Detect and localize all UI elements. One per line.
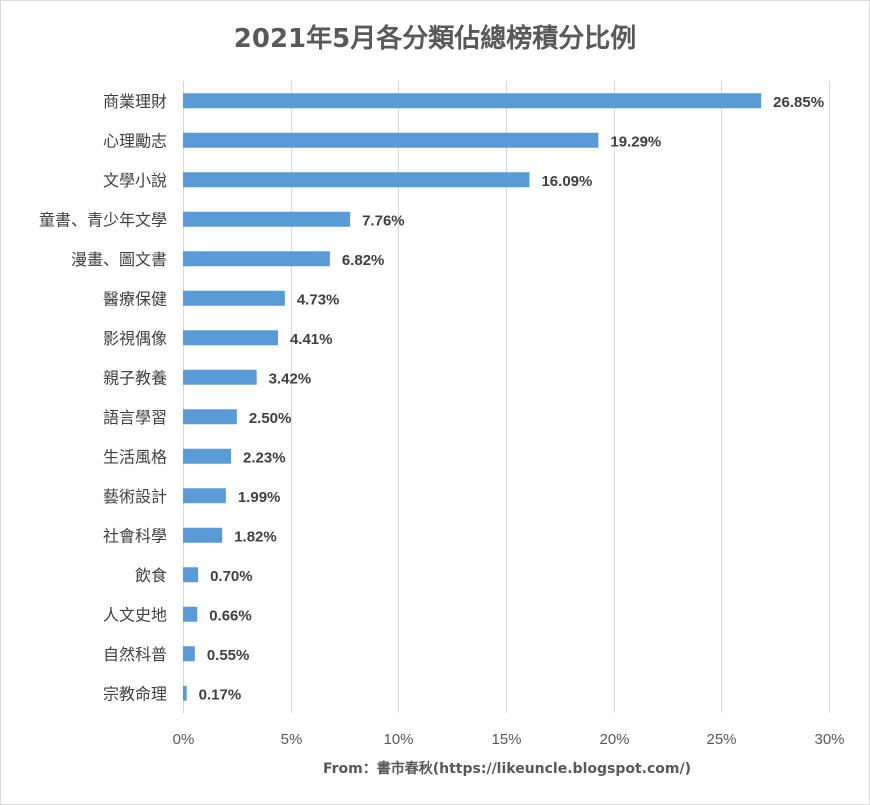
data-label: 0.17% — [199, 686, 242, 703]
category-label: 自然科普 — [103, 645, 167, 664]
category-label: 語言學習 — [103, 408, 167, 427]
category-label: 人文史地 — [103, 605, 167, 624]
data-label: 4.41% — [290, 331, 333, 348]
bar — [183, 685, 187, 701]
bar — [183, 409, 237, 425]
bar — [183, 330, 278, 346]
category-label: 影視偶像 — [103, 329, 167, 348]
data-label: 3.42% — [269, 370, 312, 387]
data-label: 1.82% — [234, 528, 277, 545]
bar — [183, 369, 257, 385]
x-tick-label: 10% — [383, 731, 413, 748]
x-tick-label: 20% — [599, 731, 629, 748]
bar — [183, 211, 351, 227]
category-label: 心理勵志 — [103, 131, 167, 150]
data-label: 7.76% — [362, 212, 405, 229]
x-tick-label: 15% — [491, 731, 521, 748]
bar — [183, 290, 285, 306]
x-axis-ticks: 0% 5% 10% 15% 20% 25% 30% — [173, 731, 845, 748]
category-label: 醫療保健 — [103, 289, 167, 308]
data-label: 0.66% — [209, 607, 252, 624]
bar — [183, 646, 195, 662]
category-label: 社會科學 — [103, 526, 167, 545]
data-label: 26.85% — [773, 94, 824, 111]
bar — [183, 567, 199, 583]
category-label: 童書、青少年文學 — [39, 210, 167, 229]
category-label: 親子教養 — [103, 368, 167, 387]
data-label: 16.09% — [541, 173, 592, 190]
data-label: 4.73% — [297, 291, 340, 308]
category-label: 文學小說 — [103, 171, 167, 190]
category-label: 漫畫、圖文書 — [71, 250, 167, 269]
bar — [183, 172, 530, 188]
bar — [183, 606, 198, 622]
category-labels: 商業理財心理勵志文學小說童書、青少年文學漫畫、圖文書醫療保健影視偶像親子教養語言… — [39, 92, 167, 704]
chart-title: 2021年5月各分類佔總榜積分比例 — [234, 23, 636, 54]
category-label: 生活風格 — [103, 447, 167, 466]
bars — [183, 93, 762, 701]
value-labels: 26.85% 19.29% 16.09% 7.76% 6.82% 4.73% 4.41% 3.… — [199, 94, 824, 704]
source-note: From：書市春秋(https://likeuncle.blogspot.com… — [323, 760, 691, 777]
x-tick-label: 30% — [814, 731, 844, 748]
data-label: 6.82% — [342, 252, 385, 269]
data-label: 1.99% — [238, 489, 281, 506]
data-label: 2.50% — [249, 410, 292, 427]
category-label: 飲食 — [135, 566, 167, 585]
bar — [183, 527, 223, 543]
category-label: 宗教命理 — [103, 684, 167, 703]
bar — [183, 93, 762, 109]
category-label: 藝術設計 — [103, 487, 167, 506]
bar — [183, 251, 330, 267]
data-label: 0.55% — [207, 647, 250, 664]
bar — [183, 132, 599, 148]
x-tick-label: 25% — [706, 731, 736, 748]
data-label: 0.70% — [210, 568, 253, 585]
data-label: 19.29% — [610, 133, 661, 150]
bar — [183, 488, 226, 504]
bar — [183, 448, 232, 464]
x-tick-label: 5% — [281, 731, 303, 748]
data-label: 2.23% — [243, 449, 286, 466]
x-tick-label: 0% — [173, 731, 195, 748]
category-label: 商業理財 — [103, 92, 167, 111]
